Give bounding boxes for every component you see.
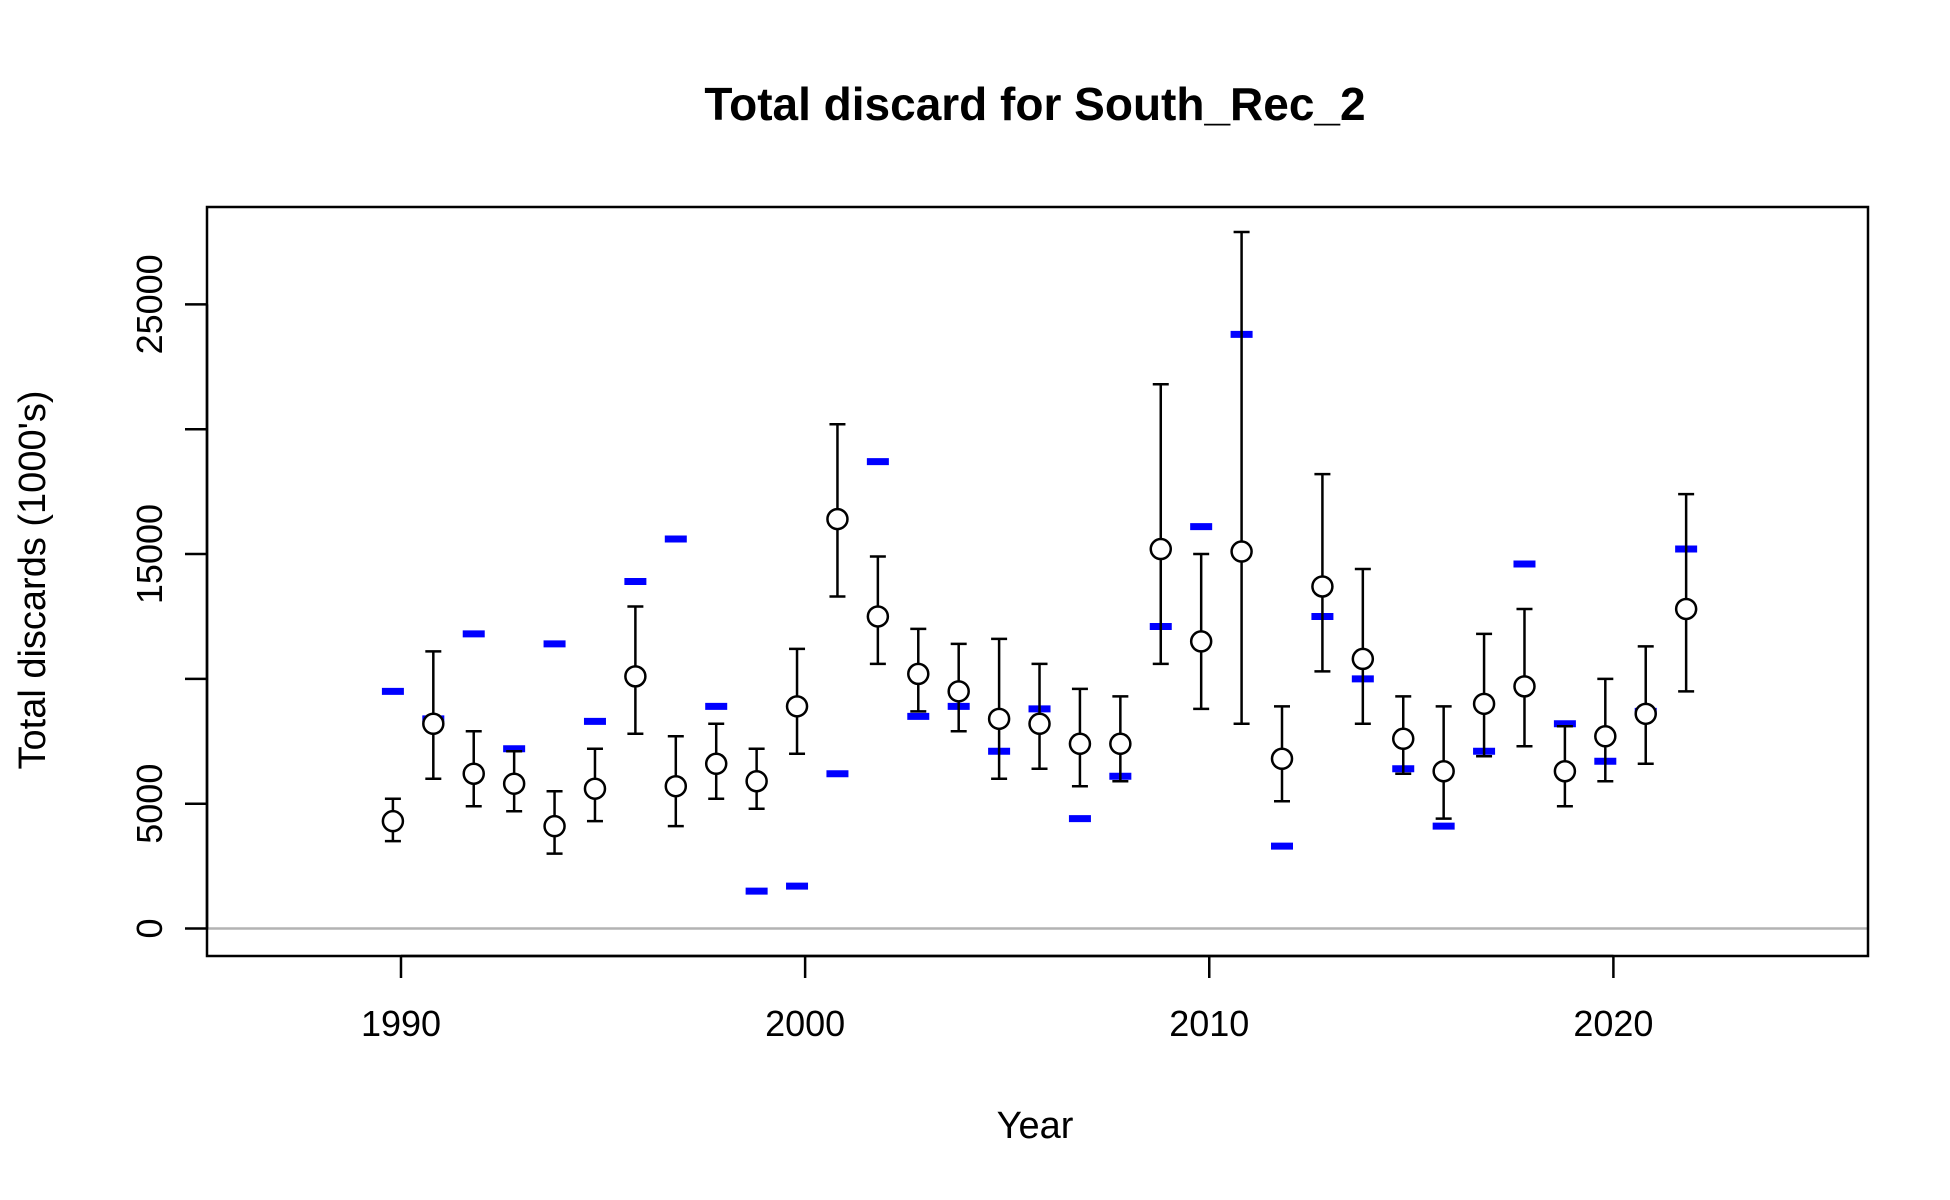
observed-point (422, 712, 445, 736)
observed-point (1472, 692, 1496, 716)
y-tick-label: 0 (129, 919, 170, 939)
observed-point (1270, 747, 1294, 771)
y-tick-label: 25000 (129, 254, 170, 354)
observed-point (1109, 732, 1132, 756)
x-tick-label: 1990 (361, 1003, 441, 1044)
observed-point (543, 814, 566, 838)
y-tick-label: 15000 (129, 504, 170, 604)
observed-point (1189, 630, 1213, 653)
observed-point (1634, 702, 1657, 726)
observed-point (381, 809, 405, 833)
observed-point (1553, 759, 1577, 783)
observed-point (907, 662, 930, 686)
observed-point (1149, 537, 1173, 561)
observed-point (583, 777, 607, 800)
observed-point (947, 680, 970, 703)
observed-point (1513, 675, 1536, 698)
observed-point (1594, 725, 1617, 748)
observed-point (1230, 540, 1253, 563)
x-tick-label: 2010 (1169, 1003, 1249, 1044)
y-axis: 0 5000 15000 25000 (129, 254, 209, 939)
y-axis-label: Total discards (1000's) (12, 391, 54, 770)
observed-point (502, 772, 526, 795)
observed-point (1674, 597, 1698, 621)
x-tick-label: 2000 (765, 1003, 845, 1044)
y-tick-label: 5000 (129, 764, 170, 844)
observed-point (624, 665, 647, 688)
x-axis: 1990 2000 2010 2020 (361, 954, 1653, 1044)
observed-point (745, 769, 768, 793)
observed-point (1068, 732, 1092, 756)
observed-point (1028, 712, 1051, 736)
observed-point (462, 762, 485, 785)
observed-point (866, 605, 890, 628)
observed-point (1351, 647, 1375, 671)
observed-point (1311, 575, 1334, 598)
observed-point (1391, 727, 1415, 751)
observed-point (704, 752, 728, 776)
observed-point (987, 707, 1011, 731)
plot-marks (381, 230, 1698, 895)
x-axis-label: Year (997, 1105, 1074, 1147)
plot-frame (205, 205, 1870, 958)
chart-title: Total discard for South_Rec_2 (704, 78, 1365, 130)
observed-point (1432, 759, 1455, 783)
x-tick-label: 2020 (1573, 1003, 1653, 1044)
observed-point (664, 774, 688, 798)
observed-point (826, 507, 849, 531)
observed-point (785, 695, 809, 718)
